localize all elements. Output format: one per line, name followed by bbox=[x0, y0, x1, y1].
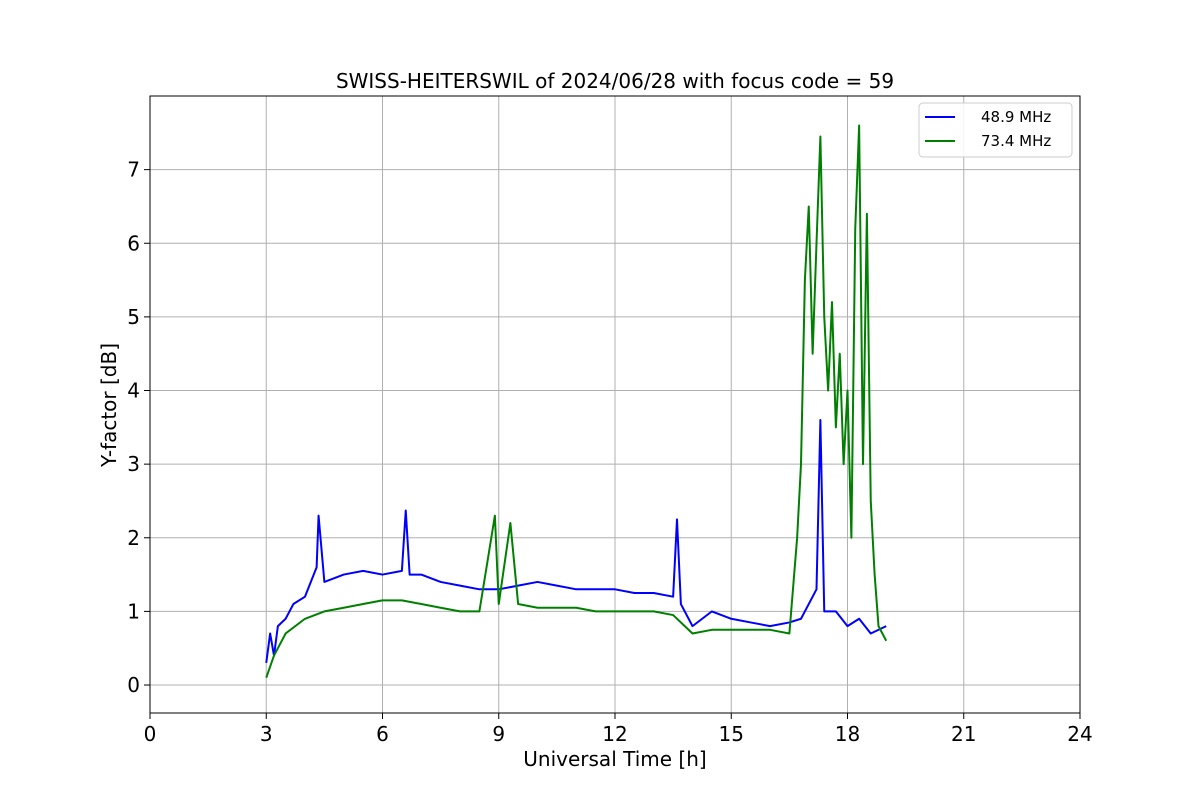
x-tick-label-15: 15 bbox=[719, 722, 744, 746]
y-tick-label-3: 3 bbox=[127, 452, 140, 476]
x-axis-label: Universal Time [h] bbox=[523, 747, 706, 771]
legend-label-48-9-mhz: 48.9 MHz bbox=[981, 108, 1051, 126]
x-tick-label-18: 18 bbox=[835, 722, 860, 746]
x-tick-label-6: 6 bbox=[376, 722, 389, 746]
y-tick-label-2: 2 bbox=[127, 526, 140, 550]
y-tick-label-6: 6 bbox=[127, 231, 140, 255]
x-tick-label-9: 9 bbox=[492, 722, 505, 746]
series-layer bbox=[265, 124, 888, 678]
y-tick-label-5: 5 bbox=[127, 305, 140, 329]
x-tick-label-24: 24 bbox=[1067, 722, 1092, 746]
legend-label-73-4-mhz: 73.4 MHz bbox=[981, 132, 1051, 150]
x-tick-label-0: 0 bbox=[144, 722, 157, 746]
y-axis-label: Y-factor [dB] bbox=[97, 343, 121, 468]
series-line-48-9-mhz bbox=[265, 418, 887, 664]
y-tick-label-0: 0 bbox=[127, 673, 140, 697]
chart-title: SWISS-HEITERSWIL of 2024/06/28 with focu… bbox=[336, 69, 894, 93]
legend: 48.9 MHz 73.4 MHz bbox=[918, 102, 1073, 158]
legend-box bbox=[918, 102, 1073, 158]
y-tick-label-7: 7 bbox=[127, 158, 140, 182]
x-tick-label-12: 12 bbox=[602, 722, 627, 746]
series-line-73-4-mhz bbox=[265, 124, 888, 678]
x-tick-label-3: 3 bbox=[260, 722, 273, 746]
x-tick-label-21: 21 bbox=[951, 722, 976, 746]
y-tick-label-1: 1 bbox=[127, 599, 140, 623]
y-tick-label-4: 4 bbox=[127, 379, 140, 403]
